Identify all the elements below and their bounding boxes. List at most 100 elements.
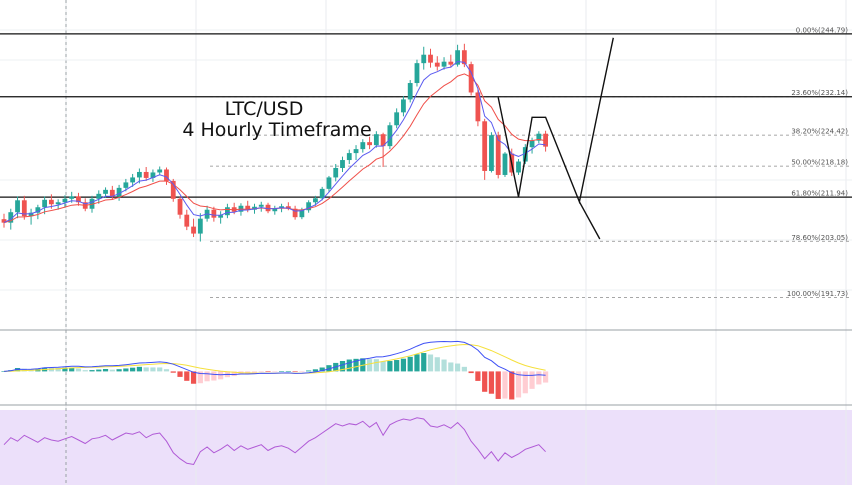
- candle-body: [448, 61, 454, 65]
- candle: [292, 205, 298, 220]
- candle-body: [319, 188, 325, 199]
- macd-hist-bar: [454, 363, 461, 372]
- rsi-line: [3, 417, 546, 466]
- macd-hist-bar: [177, 371, 183, 377]
- candle: [21, 195, 27, 220]
- fib-label-1: 23.60%(232.14): [791, 89, 848, 97]
- macd-hist-bar: [89, 370, 95, 372]
- candle: [211, 206, 217, 222]
- macd-hist-bar: [218, 371, 224, 380]
- candle: [109, 185, 115, 200]
- candle-body: [170, 180, 176, 199]
- candle: [536, 131, 542, 144]
- candle-body: [177, 198, 183, 215]
- macd-hist-bar: [529, 371, 535, 389]
- candle-body: [340, 160, 345, 168]
- candle-body: [394, 112, 400, 126]
- fib-label-4: 61.80%(211.94): [791, 190, 848, 198]
- macd-hist-bar: [326, 365, 332, 372]
- macd-hist-bar: [495, 371, 501, 399]
- candle-body: [407, 83, 413, 100]
- candle-body: [299, 210, 305, 218]
- macd-hist-bar: [448, 362, 454, 372]
- candle: [319, 186, 325, 201]
- candle: [1, 213, 7, 228]
- candle-body: [272, 208, 278, 212]
- candle-body: [285, 206, 291, 209]
- candle-body: [130, 177, 136, 183]
- candle: [164, 167, 169, 185]
- macd-hist-bar: [421, 353, 427, 372]
- macd-hist-bar: [272, 371, 278, 372]
- candle-body: [15, 200, 20, 213]
- candle-body: [164, 169, 169, 181]
- candle-body: [211, 209, 217, 218]
- macd-hist-bar: [366, 359, 373, 372]
- candle-body: [48, 199, 54, 205]
- candle-body: [414, 63, 420, 84]
- candle: [461, 43, 467, 68]
- candle-body: [516, 161, 521, 173]
- candle: [401, 95, 406, 117]
- candle-body: [421, 54, 427, 64]
- fib-label-0: 0.00%(244.79): [796, 26, 848, 34]
- candle: [387, 122, 393, 150]
- candle-body: [434, 62, 440, 67]
- macd-hist-bar: [55, 367, 61, 372]
- candle: [62, 195, 68, 208]
- macd-hist-bar: [231, 371, 237, 377]
- candle: [285, 202, 291, 211]
- macd-hist-bar: [143, 367, 149, 372]
- candle-body: [96, 193, 102, 199]
- candle: [475, 89, 481, 127]
- candle-body: [109, 189, 115, 197]
- candle: [170, 178, 176, 202]
- candle: [448, 54, 454, 68]
- candle: [15, 196, 20, 219]
- rsi-band: [0, 410, 852, 485]
- candle: [28, 208, 34, 225]
- macd-hist-bar: [400, 358, 407, 372]
- macd-hist-bar: [475, 371, 481, 381]
- candle-body: [401, 99, 406, 113]
- candle-body: [367, 142, 372, 146]
- candle: [326, 175, 332, 192]
- candle: [272, 205, 278, 215]
- macd-hist-bar: [21, 368, 27, 372]
- macd-hist-bar: [123, 368, 129, 372]
- candle: [421, 46, 427, 70]
- candle: [55, 199, 61, 210]
- macd-hist-bar: [394, 360, 400, 372]
- candle: [116, 184, 122, 201]
- macd-hist-bar: [96, 369, 102, 372]
- macd-hist-bar: [251, 371, 258, 373]
- candle: [373, 131, 379, 148]
- candle: [130, 173, 136, 187]
- candle: [218, 211, 224, 224]
- candle-body: [455, 50, 460, 65]
- candle-body: [69, 196, 75, 199]
- candle-body: [103, 189, 108, 194]
- candle-body: [245, 205, 251, 210]
- candle-body: [461, 50, 467, 65]
- candle: [306, 200, 312, 213]
- macd-hist-bar: [130, 367, 136, 372]
- candle: [516, 159, 521, 175]
- macd-hist-bar: [109, 369, 115, 372]
- chart-title-line-2: 4 Hourly Timeframe: [182, 119, 371, 141]
- macd-hist-bar: [353, 358, 359, 372]
- macd-hist-bar: [387, 361, 393, 372]
- candle-body: [313, 198, 318, 203]
- candle-body: [35, 207, 41, 213]
- macd-hist-bar: [278, 371, 285, 372]
- macd-hist-bar: [346, 359, 352, 372]
- candle-body: [137, 171, 142, 178]
- macd-hist-bar: [184, 371, 190, 381]
- fib-label-6: 100.00%(191.73): [787, 290, 848, 298]
- candle-body: [346, 153, 352, 161]
- macd-hist-bar: [285, 370, 291, 372]
- candle: [502, 152, 508, 177]
- macd-hist-bar: [197, 371, 203, 384]
- macd-hist-bar: [427, 354, 434, 372]
